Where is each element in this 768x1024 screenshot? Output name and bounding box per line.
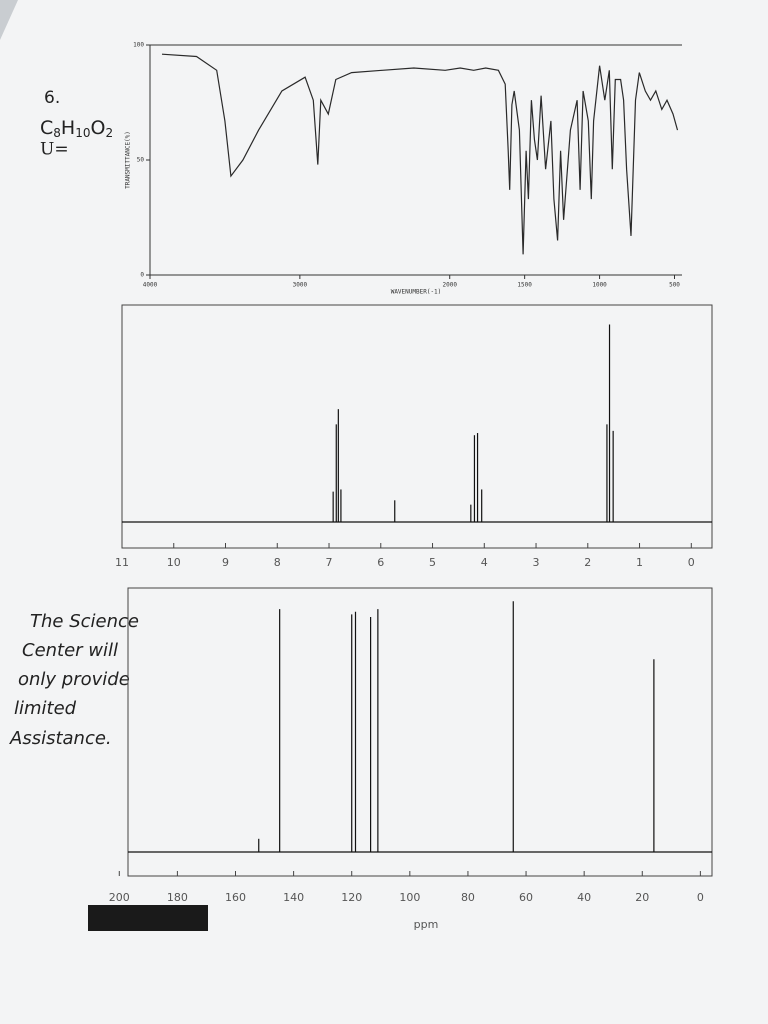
x-tick-label: 1: [636, 556, 643, 569]
x-tick-label: 120: [341, 891, 362, 904]
x-tick-label: 9: [222, 556, 229, 569]
frame: [127, 587, 713, 877]
x-tick-label: 6: [377, 556, 384, 569]
formula-part: 8: [53, 126, 61, 140]
x-tick-label: 10: [167, 556, 181, 569]
y-tick-label: 50: [137, 157, 145, 164]
y-tick-label: 0: [140, 272, 144, 279]
formula-part: C: [40, 117, 53, 139]
spectrum-line: [161, 53, 679, 255]
x-tick-label: 20: [635, 891, 649, 904]
x-tick-label: 80: [461, 891, 475, 904]
x-tick-label: 8: [274, 556, 281, 569]
x-tick-label: 200: [109, 891, 130, 904]
formula: C8H10O2: [40, 117, 113, 140]
note-line: limited: [14, 698, 77, 719]
x-tick-label: 100: [399, 891, 420, 904]
x-tick-label: 60: [519, 891, 533, 904]
x-axis-label: ppm: [414, 918, 439, 931]
y-axis-label: TRANSMITTANCE(%): [125, 131, 132, 189]
formula-part: 10: [75, 126, 90, 140]
unsaturation: U=: [40, 140, 69, 160]
note-line: The Science: [30, 611, 139, 632]
note-line: Assistance.: [9, 728, 112, 749]
x-tick-label: 2000: [442, 282, 457, 289]
formula-part: O: [91, 117, 106, 139]
x-tick-label: 2: [584, 556, 591, 569]
x-tick-label: 1000: [592, 282, 607, 289]
x-tick-label: 160: [225, 891, 246, 904]
question-number: 6.: [44, 88, 60, 108]
x-tick-label: 1500: [517, 282, 532, 289]
x-tick-label: 4000: [143, 282, 158, 289]
y-tick-label: 100: [133, 42, 144, 49]
x-tick-label: 0: [697, 891, 704, 904]
x-tick-label: 500: [669, 282, 680, 289]
note-line: Center will: [22, 640, 118, 661]
frame: [121, 304, 713, 549]
formula-part: H: [61, 117, 75, 139]
formula-part: 2: [105, 126, 113, 140]
x-tick-label: 3: [533, 556, 540, 569]
note-line: only provide: [18, 669, 130, 690]
x-tick-label: 0: [688, 556, 695, 569]
x-axis-label: WAVENUMBER(-1): [391, 289, 442, 296]
x-tick-label: 7: [326, 556, 333, 569]
x-tick-label: 11: [115, 556, 129, 569]
x-tick-label: 3000: [293, 282, 308, 289]
x-tick-label: 180: [167, 891, 188, 904]
x-tick-label: 4: [481, 556, 488, 569]
redaction: [88, 905, 208, 931]
x-tick-label: 140: [283, 891, 304, 904]
x-tick-label: 40: [577, 891, 591, 904]
x-tick-label: 5: [429, 556, 436, 569]
